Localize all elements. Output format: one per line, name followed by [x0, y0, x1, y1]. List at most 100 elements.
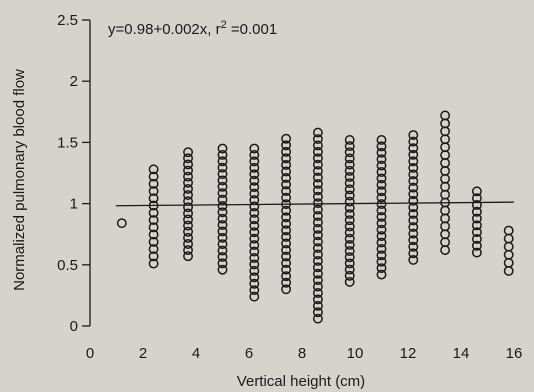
data-point — [148, 244, 159, 255]
data-point — [408, 189, 419, 200]
data-point — [376, 250, 387, 261]
data-point — [312, 300, 323, 311]
data-point — [183, 159, 194, 170]
data-point — [281, 205, 292, 216]
data-point — [249, 291, 260, 302]
data-point — [376, 141, 387, 152]
y-tick-label: 0 — [70, 318, 78, 335]
data-point — [249, 246, 260, 257]
data-point — [344, 276, 355, 287]
y-axis-title: Normalized pulmonary blood flow — [11, 69, 28, 291]
data-point — [217, 213, 228, 224]
data-point — [281, 146, 292, 157]
data-point — [281, 245, 292, 255]
data-point — [344, 147, 355, 158]
data-point — [376, 243, 387, 254]
data-point — [344, 264, 355, 275]
data-point — [408, 222, 419, 232]
data-point — [344, 233, 355, 244]
data-point — [217, 188, 228, 199]
data-point — [408, 241, 419, 252]
data-point — [281, 218, 292, 229]
regression-annotation: y=0.98+0.002x, r2 =0.001 — [108, 19, 277, 38]
data-point — [281, 271, 292, 282]
data-point — [312, 288, 323, 298]
data-point — [471, 247, 482, 258]
data-point — [217, 245, 228, 256]
data-point — [217, 251, 228, 262]
data-point — [312, 217, 323, 228]
data-point — [249, 150, 260, 160]
axes — [89, 20, 91, 326]
data-point — [312, 146, 323, 157]
data-point — [344, 252, 355, 263]
data-point — [183, 251, 194, 262]
data-point — [344, 141, 355, 152]
data-point — [440, 110, 451, 121]
data-point — [312, 178, 323, 189]
data-point — [148, 186, 159, 197]
data-point — [183, 183, 194, 194]
data-point — [312, 172, 323, 183]
data-point — [312, 166, 323, 177]
data-point — [408, 130, 419, 141]
y-tick-label: 1 — [70, 196, 78, 213]
data-point — [249, 162, 260, 173]
data-point — [312, 223, 323, 234]
data-point — [281, 140, 292, 151]
data-point — [281, 159, 292, 170]
data-point — [148, 164, 159, 175]
regression-line — [115, 201, 515, 207]
data-point — [408, 143, 419, 154]
data-point — [281, 212, 292, 223]
data-point — [344, 270, 355, 281]
data-point — [344, 239, 355, 250]
data-point — [344, 178, 355, 189]
data-point — [471, 200, 482, 210]
data-point — [312, 153, 323, 164]
data-point — [312, 204, 323, 215]
data-point — [148, 215, 159, 226]
data-point — [281, 258, 292, 269]
data-point — [249, 188, 260, 199]
data-point — [148, 229, 159, 240]
data-point — [408, 215, 419, 226]
data-point — [148, 171, 159, 182]
data-point — [312, 294, 323, 305]
data-point — [217, 258, 228, 269]
data-point — [312, 140, 323, 151]
data-point — [281, 231, 292, 242]
data-point — [376, 218, 387, 229]
data-point — [471, 213, 482, 224]
data-point — [376, 160, 387, 171]
data-point — [249, 207, 260, 218]
data-point — [471, 234, 482, 244]
data-point — [376, 231, 387, 242]
data-point — [249, 265, 260, 276]
data-point — [217, 200, 228, 211]
data-point — [376, 179, 387, 190]
data-point — [249, 156, 260, 167]
data-point — [312, 127, 323, 138]
data-point — [249, 233, 260, 244]
data-point — [281, 133, 292, 144]
data-point — [281, 251, 292, 262]
data-point — [312, 262, 323, 273]
data-point — [183, 232, 194, 243]
data-point — [249, 143, 260, 154]
data-point — [249, 169, 260, 180]
data-point — [471, 220, 482, 231]
data-point — [312, 255, 323, 266]
data-point — [148, 193, 159, 204]
data-point — [376, 256, 387, 267]
data-point — [183, 245, 194, 256]
data-point — [376, 199, 387, 210]
data-point — [408, 208, 419, 219]
data-point — [408, 228, 419, 239]
data-point — [183, 214, 194, 225]
data-point — [281, 264, 292, 275]
data-point — [376, 211, 387, 222]
data-point — [249, 214, 260, 225]
data-point — [312, 249, 323, 260]
